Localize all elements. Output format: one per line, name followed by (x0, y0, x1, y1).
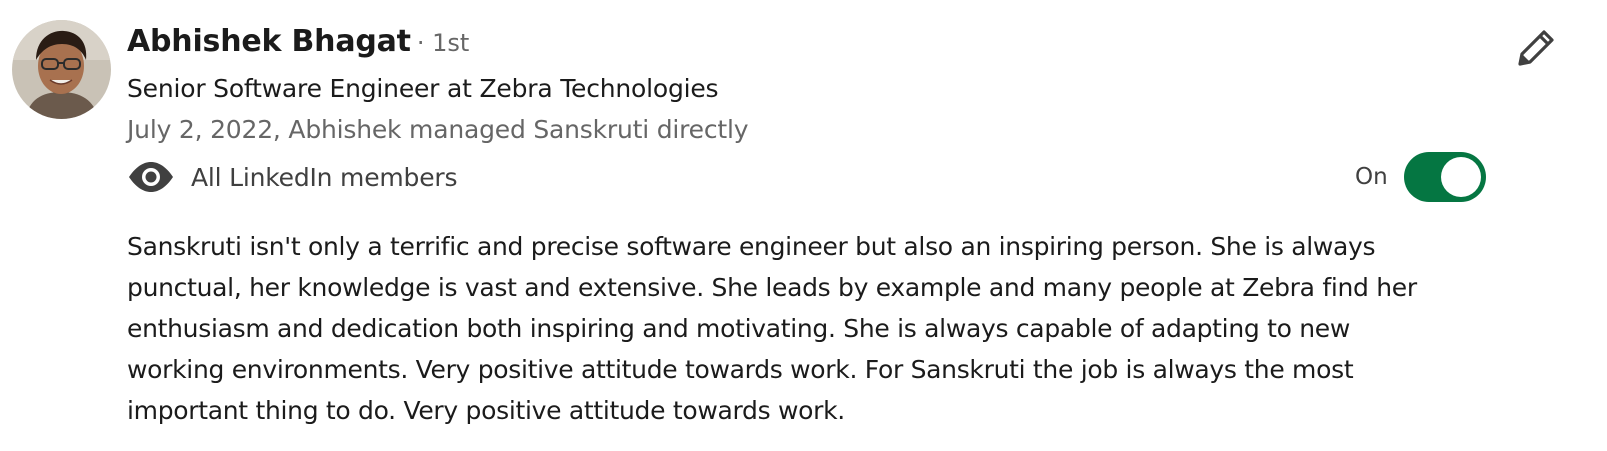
avatar[interactable] (12, 20, 111, 119)
visibility-label: All LinkedIn members (191, 162, 458, 192)
toggle-knob (1440, 157, 1481, 197)
recommendation-text: Sanskruti isn't only a terrific and prec… (127, 226, 1567, 431)
pencil-icon[interactable] (1512, 24, 1560, 72)
visibility-setting: All LinkedIn members (127, 156, 458, 198)
connection-degree: · 1st (416, 29, 470, 57)
author-name[interactable]: Abhishek Bhagat (127, 24, 411, 59)
recommendation-line: enthusiasm and dedication both inspiring… (127, 314, 1351, 343)
relationship-meta: July 2, 2022, Abhishek managed Sanskruti… (127, 115, 749, 144)
recommendation-line: working environments. Very positive atti… (127, 355, 1354, 384)
visibility-toggle[interactable] (1403, 152, 1486, 202)
recommendation-line: Sanskruti isn't only a terrific and prec… (127, 232, 1376, 261)
recommendation-line: important thing to do. Very positive att… (127, 396, 845, 425)
author-header: Abhishek Bhagat · 1st (127, 24, 469, 59)
toggle-state-label: On (1355, 164, 1388, 190)
visibility-toggle-group: On (1355, 150, 1486, 204)
author-headline: Senior Software Engineer at Zebra Techno… (127, 74, 719, 103)
eye-icon (129, 162, 173, 192)
recommendation-line: punctual, her knowledge is vast and exte… (127, 273, 1417, 302)
